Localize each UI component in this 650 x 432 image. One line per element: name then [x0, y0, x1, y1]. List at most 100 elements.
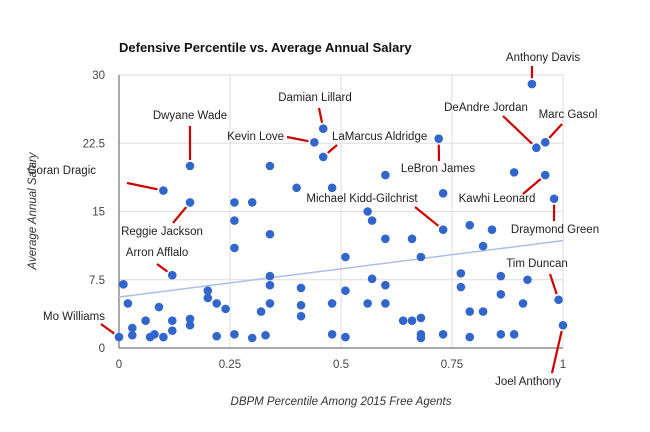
data-point	[381, 170, 390, 180]
data-point	[381, 280, 390, 290]
annotation-label: Tim Duncan	[506, 258, 568, 270]
data-point	[558, 320, 568, 330]
data-point	[261, 330, 270, 340]
data-point	[230, 330, 239, 339]
data-point	[496, 290, 506, 299]
data-point	[407, 234, 417, 244]
annotation-line	[548, 273, 558, 295]
annotation-label: Damian Lillard	[278, 92, 352, 104]
data-point	[318, 152, 328, 162]
data-point	[478, 241, 488, 251]
data-point	[159, 186, 168, 195]
data-point	[310, 138, 319, 147]
data-point	[416, 313, 426, 323]
data-point	[185, 161, 195, 171]
annotation-line	[156, 263, 169, 273]
data-point	[407, 316, 417, 326]
data-point	[341, 252, 350, 262]
data-point	[296, 311, 306, 321]
data-point	[167, 326, 177, 336]
data-point	[265, 229, 275, 239]
data-point	[456, 282, 466, 292]
annotation-line	[126, 181, 158, 191]
data-point	[141, 316, 150, 326]
data-point	[381, 299, 390, 308]
data-point	[185, 198, 195, 207]
data-point	[509, 330, 519, 339]
data-point	[327, 299, 337, 308]
data-point	[247, 333, 257, 343]
x-tick-label: 0.75	[441, 359, 463, 371]
data-point	[438, 189, 448, 198]
data-point	[230, 216, 239, 225]
data-point	[465, 220, 475, 230]
data-point	[456, 269, 466, 278]
data-point	[549, 194, 559, 204]
data-point	[478, 307, 488, 316]
y-tick-label: 0	[99, 343, 105, 355]
data-point	[296, 283, 306, 293]
data-point	[496, 330, 506, 339]
data-point	[363, 207, 372, 216]
y-tick-label: 15	[92, 207, 105, 219]
data-point	[518, 299, 528, 308]
annotation-line	[522, 178, 542, 195]
annotation-line	[286, 135, 309, 143]
data-point	[438, 330, 448, 339]
data-point	[296, 300, 306, 310]
trendline	[118, 239, 564, 298]
data-point	[318, 124, 328, 133]
data-point	[416, 333, 426, 343]
annotation-label: Draymond Green	[511, 224, 599, 236]
data-point	[381, 234, 390, 244]
annotation-line	[100, 323, 115, 335]
data-point	[509, 168, 519, 177]
annotation-label: Kevin Love	[227, 131, 284, 143]
gridlines	[119, 74, 564, 348]
annotation-line	[414, 206, 440, 227]
data-point	[465, 332, 475, 342]
data-point	[265, 299, 275, 308]
y-tick-label: 7.5	[89, 275, 105, 287]
data-point	[434, 134, 443, 143]
data-point	[367, 216, 377, 225]
data-point	[398, 316, 408, 326]
data-point	[554, 295, 563, 305]
data-point	[150, 330, 159, 339]
axes	[118, 75, 563, 349]
data-point	[265, 280, 275, 290]
annotation-label: Mo Williams	[43, 311, 105, 323]
data-point	[527, 79, 537, 89]
data-points	[114, 79, 568, 343]
y-tick-label: 30	[92, 70, 105, 82]
data-point	[496, 271, 506, 281]
data-point	[487, 225, 497, 234]
annotation-label: Marc Gasol	[539, 109, 598, 121]
data-point	[230, 198, 239, 207]
data-point	[438, 225, 448, 234]
data-point	[416, 252, 426, 262]
data-point	[128, 330, 137, 340]
x-tick-label: 0.25	[219, 359, 241, 371]
data-point	[221, 304, 230, 314]
annotation-label: Michael Kidd-Gilchrist	[306, 193, 418, 205]
data-point	[203, 293, 213, 303]
annotation-line	[548, 123, 563, 139]
annotation-line	[172, 206, 188, 224]
data-point	[327, 183, 337, 193]
data-point	[367, 274, 377, 284]
annotation-label: LeBron James	[401, 163, 475, 175]
data-point	[185, 320, 195, 330]
data-point	[159, 332, 168, 342]
annotation-label: Arron Afflalo	[126, 247, 188, 259]
annotation-line	[317, 107, 324, 124]
x-tick-label: 0.5	[333, 359, 349, 371]
chart-title: Defensive Percentile vs. Average Annual …	[119, 40, 412, 55]
annotation-label: Anthony Davis	[506, 52, 580, 64]
data-point	[185, 314, 195, 324]
data-point	[363, 299, 372, 308]
annotation-label: Kawhi Leonard	[459, 193, 536, 205]
y-axis-label: Average Annual Salary	[27, 151, 39, 270]
annotation-label: DeAndre Jordan	[444, 102, 528, 114]
